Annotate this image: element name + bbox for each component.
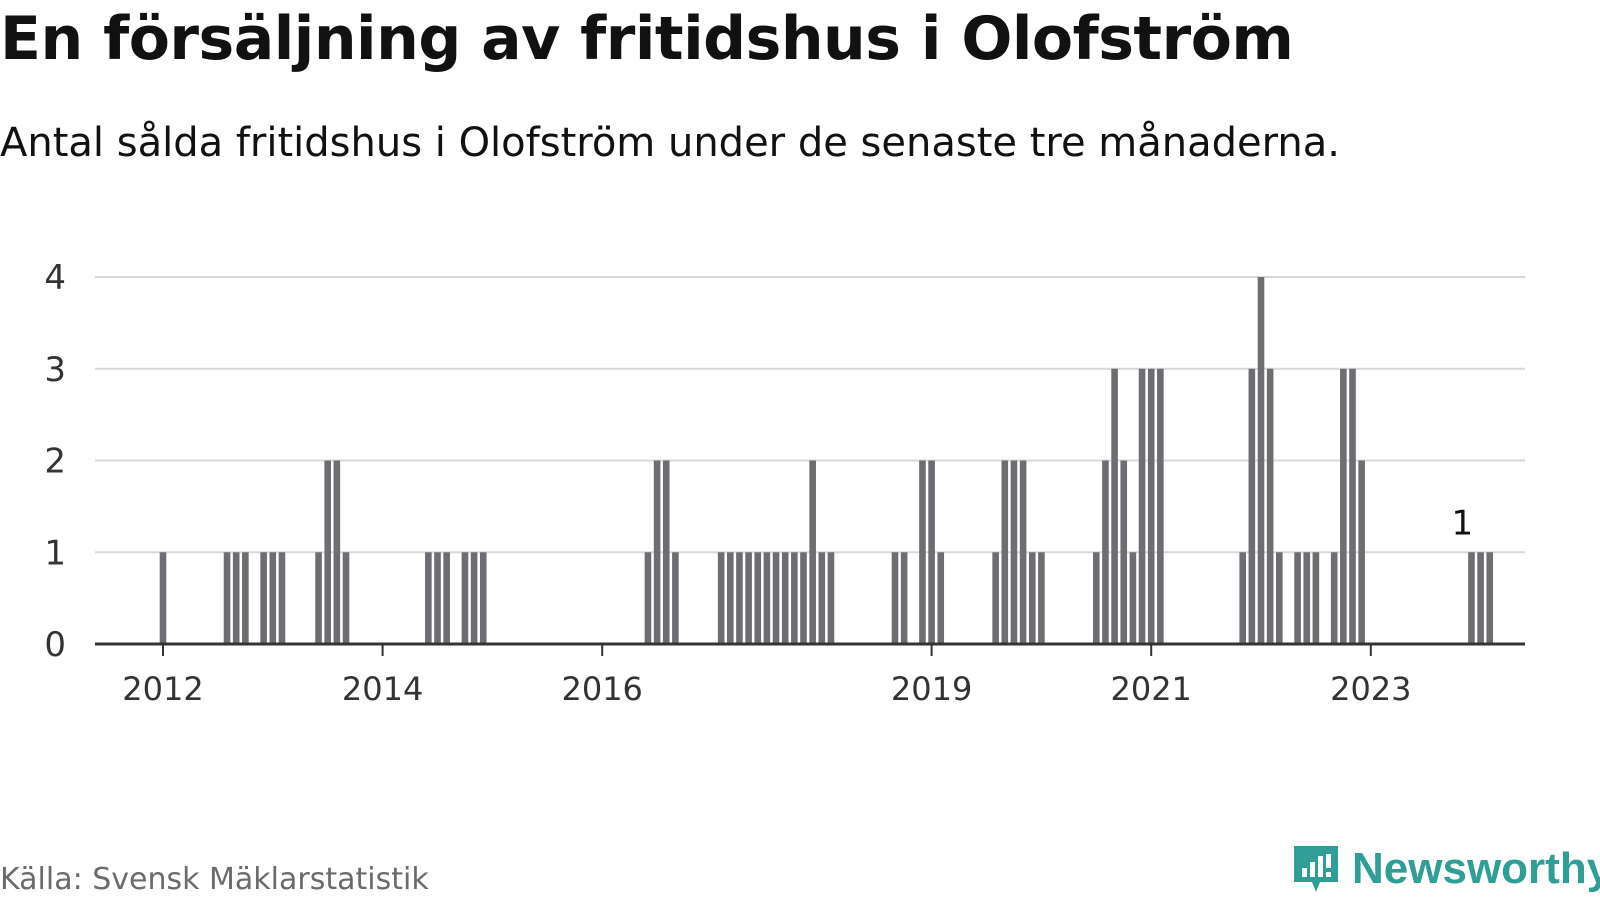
bar [1330, 552, 1338, 644]
x-tick-label: 2014 [342, 670, 423, 708]
bar [1138, 368, 1146, 644]
y-tick-label: 2 [44, 442, 66, 482]
bar [781, 552, 789, 644]
bar [324, 460, 331, 644]
bar [333, 460, 341, 644]
bar [278, 552, 286, 644]
axes: 0 1 2 3 4 2012 2014 2016 2019 2021 2023 1 [44, 258, 1525, 708]
newsworthy-logo-icon [1294, 846, 1338, 892]
source-note: Källa: Svensk Mäklarstatistik [0, 862, 429, 897]
bar [443, 552, 450, 644]
y-tick-label: 0 [44, 625, 66, 665]
bar [1294, 552, 1301, 644]
bar [1157, 368, 1164, 644]
bar [1120, 460, 1128, 644]
x-tick-label: 2016 [561, 670, 642, 708]
x-tick-label: 2019 [891, 670, 972, 708]
bar [1266, 368, 1274, 644]
bar [242, 552, 249, 644]
bar [1111, 368, 1118, 644]
bar [1102, 460, 1109, 644]
bar [727, 552, 734, 644]
bar [1276, 552, 1283, 644]
bar [754, 552, 762, 644]
bar [1248, 368, 1256, 644]
x-tick-label: 2012 [122, 670, 203, 708]
bar [1477, 552, 1484, 644]
bar [900, 552, 908, 644]
bar [772, 552, 780, 644]
bar [1312, 552, 1320, 644]
bar [1239, 552, 1246, 644]
bar [653, 460, 661, 644]
bar [159, 552, 167, 644]
bar [717, 552, 725, 644]
y-tick-label: 1 [44, 533, 66, 573]
bar [1010, 460, 1018, 644]
data-label: 1 [1451, 503, 1473, 543]
bar [479, 552, 487, 644]
bar [809, 460, 816, 644]
bar [672, 552, 679, 644]
bar [791, 552, 798, 644]
newsworthy-logo: Newsworthy [1290, 842, 1600, 896]
bar [315, 552, 322, 644]
bar [818, 552, 826, 644]
bar [434, 552, 441, 644]
bars [159, 277, 1494, 644]
bar [745, 552, 752, 644]
bar [1486, 552, 1494, 644]
bar [1019, 460, 1027, 644]
bar [1129, 552, 1137, 644]
bar [425, 552, 432, 644]
bar [1001, 460, 1009, 644]
bar [232, 552, 240, 644]
bar [992, 552, 999, 644]
y-tick-label: 3 [44, 350, 66, 390]
bar [763, 552, 771, 644]
chart-title: En försäljning av fritidshus i Olofström [0, 4, 1294, 74]
bar [937, 552, 945, 644]
chart-subtitle: Antal sålda fritidshus i Olofström under… [0, 120, 1340, 166]
bar [1358, 460, 1365, 644]
bar [1349, 368, 1356, 644]
bar [1147, 368, 1155, 644]
bar [223, 552, 231, 644]
bar [1093, 552, 1100, 644]
bar [736, 552, 743, 644]
x-tick-label: 2023 [1330, 670, 1411, 708]
bar [800, 552, 807, 644]
bar [1038, 552, 1045, 644]
y-tick-label: 4 [44, 258, 66, 298]
x-tick-label: 2021 [1110, 670, 1191, 708]
bar [1468, 552, 1475, 644]
bar [919, 460, 926, 644]
bar [461, 552, 469, 644]
bar [662, 460, 670, 644]
bar [1303, 552, 1311, 644]
bar [1028, 552, 1036, 644]
bar [644, 552, 652, 644]
bar [1340, 368, 1347, 644]
bar [260, 552, 267, 644]
bar [1257, 277, 1265, 644]
bar [342, 552, 350, 644]
bar [470, 552, 478, 644]
bar [891, 552, 899, 644]
brand-name: Newsworthy [1352, 844, 1600, 893]
bar [269, 552, 277, 644]
bar [827, 552, 835, 644]
bar [928, 460, 935, 644]
